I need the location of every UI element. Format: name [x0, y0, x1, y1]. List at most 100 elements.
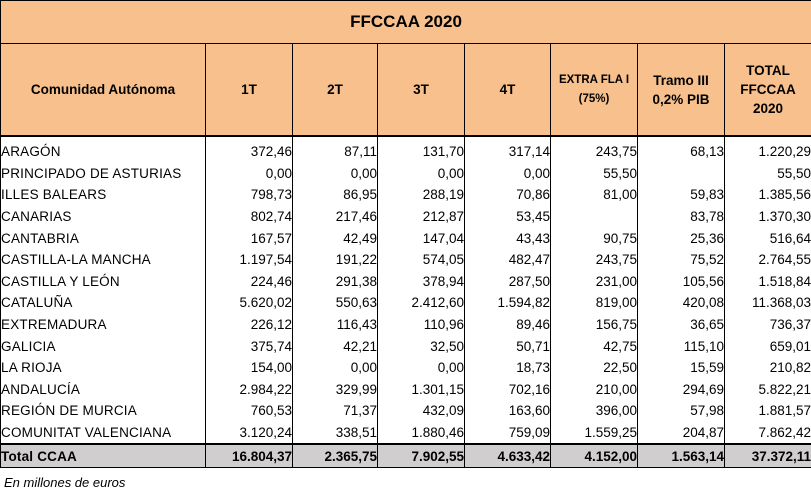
row-cell-tramo: 59,83	[637, 184, 725, 206]
row-cell-t4: 1.594,82	[464, 292, 551, 314]
row-community-name: ANDALUCÍA	[0, 378, 206, 401]
row-community-name: CASTILLA Y LEÓN	[0, 270, 206, 293]
total-tramo: 1.563,14	[637, 443, 725, 469]
row-cell-t2: 0,00	[292, 356, 378, 379]
row-cell-t1: 372,46	[205, 136, 293, 163]
table-row: CANARIAS 802,74 217,46 212,87 53,45 83,78 1.37…	[0, 205, 811, 228]
row-cell-t4: 0,00	[464, 162, 551, 185]
row-cell-total: 1.370,30	[723, 205, 811, 228]
row-cell-t2: 86,95	[292, 184, 378, 206]
row-cell-extra: 90,75	[550, 227, 638, 249]
table-row: ANDALUCÍA 2.984,22 329,99 1.301,15 702,16 210…	[0, 378, 811, 401]
row-cell-extra: 1.559,25	[550, 421, 638, 445]
row-cell-t3: 2.412,60	[377, 292, 465, 314]
row-cell-extra: 243,75	[550, 248, 638, 271]
row-community-name: ARAGÓN	[0, 136, 206, 163]
row-cell-t2: 116,43	[292, 313, 378, 336]
row-cell-t3: 1.880,46	[377, 421, 465, 445]
row-community-name: CASTILLA-LA MANCHA	[0, 248, 206, 271]
row-cell-total: 55,50	[723, 162, 811, 185]
row-cell-t4: 70,86	[464, 184, 551, 206]
header-tramo-line2: 0,2% PIB	[652, 91, 710, 107]
header-3t: 3T	[377, 43, 465, 137]
row-cell-t4: 50,71	[464, 335, 551, 357]
row-cell-t3: 131,70	[377, 136, 465, 163]
row-cell-tramo: 294,69	[637, 378, 725, 401]
row-cell-t4: 163,60	[464, 400, 551, 422]
row-cell-t3: 574,05	[377, 248, 465, 271]
row-cell-total: 736,37	[723, 313, 811, 336]
header-extra-line2: (75%)	[578, 92, 610, 105]
row-cell-t2: 338,51	[292, 421, 378, 445]
row-cell-extra: 819,00	[550, 292, 638, 314]
row-cell-t3: 0,00	[377, 356, 465, 379]
row-cell-tramo: 36,65	[637, 313, 725, 336]
header-2t: 2T	[292, 43, 378, 137]
row-cell-t4: 89,46	[464, 313, 551, 336]
row-cell-total: 11.368,03	[723, 292, 811, 314]
table-body: ARAGÓN 372,46 87,11 131,70 317,14 243,75 68,13…	[0, 136, 811, 445]
row-community-name: LA RIOJA	[0, 356, 206, 379]
row-cell-t1: 0,00	[205, 162, 293, 185]
row-cell-t4: 317,14	[464, 136, 551, 163]
total-1t: 16.804,37	[205, 443, 293, 469]
row-community-name: COMUNITAT VALENCIANA	[0, 421, 206, 445]
total-3t: 7.902,55	[377, 443, 465, 469]
table-row: CASTILLA-LA MANCHA 1.197,54 191,22 574,05 48…	[0, 248, 811, 271]
row-cell-tramo: 25,36	[637, 227, 725, 249]
row-cell-t3: 32,50	[377, 335, 465, 357]
row-community-name: EXTREMADURA	[0, 313, 206, 336]
row-cell-tramo: 105,56	[637, 270, 725, 293]
row-cell-tramo	[637, 162, 725, 185]
row-cell-t3: 378,94	[377, 270, 465, 293]
footnote: En millones de euros	[4, 475, 126, 490]
table-row: REGIÓN DE MURCIA 760,53 71,37 432,09 163,60 3…	[0, 400, 811, 422]
row-cell-total: 2.764,55	[723, 248, 811, 271]
total-total: 37.372,11	[723, 443, 811, 469]
table-row: ARAGÓN 372,46 87,11 131,70 317,14 243,75 68,13…	[0, 136, 811, 163]
row-cell-total: 659,01	[723, 335, 811, 357]
row-cell-t1: 3.120,24	[205, 421, 293, 445]
table-row: COMUNITAT VALENCIANA 3.120,24 338,51 1.880,…	[0, 421, 811, 445]
row-cell-extra: 22,50	[550, 356, 638, 379]
row-cell-tramo: 83,78	[637, 205, 725, 228]
row-cell-t3: 432,09	[377, 400, 465, 422]
total-4t: 4.633,42	[464, 443, 551, 469]
row-cell-t4: 43,43	[464, 227, 551, 249]
row-cell-extra: 210,00	[550, 378, 638, 401]
row-cell-tramo: 204,87	[637, 421, 725, 445]
row-cell-t1: 224,46	[205, 270, 293, 293]
row-cell-t2: 217,46	[292, 205, 378, 228]
row-community-name: REGIÓN DE MURCIA	[0, 400, 206, 422]
row-cell-t2: 291,38	[292, 270, 378, 293]
row-cell-total: 5.822,21	[723, 378, 811, 401]
row-cell-t3: 288,19	[377, 184, 465, 206]
row-cell-t1: 802,74	[205, 205, 293, 228]
row-cell-t3: 0,00	[377, 162, 465, 185]
row-cell-total: 1.518,84	[723, 270, 811, 293]
row-community-name: GALICIA	[0, 335, 206, 357]
row-cell-t1: 760,53	[205, 400, 293, 422]
header-total-line2: FFCCAA	[740, 82, 796, 97]
row-cell-total: 1.881,57	[723, 400, 811, 422]
row-cell-tramo: 75,52	[637, 248, 725, 271]
row-cell-t1: 5.620,02	[205, 292, 293, 314]
header-tramo: Tramo III 0,2% PIB	[637, 43, 725, 137]
row-cell-extra: 231,00	[550, 270, 638, 293]
row-cell-tramo: 420,08	[637, 292, 725, 314]
row-cell-extra	[550, 205, 638, 228]
table-row: CANTABRIA 167,57 42,49 147,04 43,43 90,75 25,3…	[0, 227, 811, 249]
row-cell-t2: 329,99	[292, 378, 378, 401]
row-cell-total: 1.385,56	[723, 184, 811, 206]
row-cell-t1: 154,00	[205, 356, 293, 379]
table-row: CASTILLA Y LEÓN 224,46 291,38 378,94 287,50 2…	[0, 270, 811, 293]
row-cell-t1: 167,57	[205, 227, 293, 249]
row-cell-extra: 243,75	[550, 136, 638, 163]
header-4t: 4T	[464, 43, 551, 137]
row-cell-tramo: 15,59	[637, 356, 725, 379]
row-community-name: PRINCIPADO DE ASTURIAS	[0, 162, 206, 185]
row-cell-tramo: 68,13	[637, 136, 725, 163]
row-cell-t1: 226,12	[205, 313, 293, 336]
header-extra-fla: EXTRA FLA I (75%)	[550, 43, 638, 137]
